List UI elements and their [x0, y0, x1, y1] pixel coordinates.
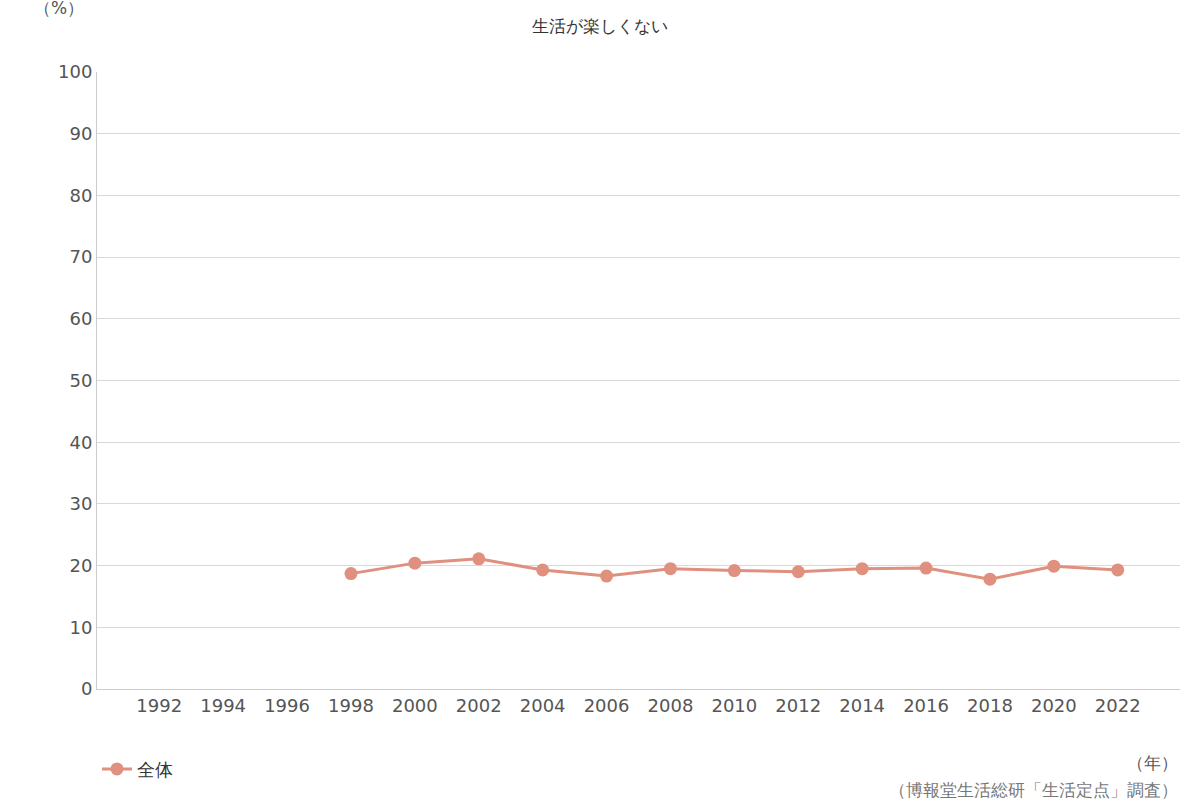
svg-text:2000: 2000	[392, 695, 438, 716]
svg-text:2016: 2016	[903, 695, 949, 716]
svg-text:生活が楽しくない: 生活が楽しくない	[532, 16, 668, 36]
svg-text:20: 20	[69, 555, 92, 576]
svg-text:2012: 2012	[775, 695, 821, 716]
svg-text:60: 60	[69, 308, 92, 329]
svg-text:0: 0	[81, 678, 92, 699]
svg-text:100: 100	[58, 61, 92, 82]
svg-text:（%）: （%）	[34, 0, 84, 18]
svg-text:90: 90	[69, 123, 92, 144]
svg-text:30: 30	[69, 493, 92, 514]
svg-text:（博報堂生活総研「生活定点」調査）: （博報堂生活総研「生活定点」調査）	[889, 780, 1178, 800]
svg-text:2002: 2002	[456, 695, 502, 716]
svg-text:1994: 1994	[200, 695, 246, 716]
svg-text:2022: 2022	[1095, 695, 1141, 716]
svg-text:40: 40	[69, 432, 92, 453]
svg-text:1996: 1996	[264, 695, 310, 716]
svg-text:（年）: （年）	[1127, 753, 1178, 773]
svg-text:1998: 1998	[328, 695, 374, 716]
svg-text:10: 10	[69, 617, 92, 638]
svg-text:50: 50	[69, 370, 92, 391]
svg-text:全体: 全体	[137, 759, 173, 780]
svg-text:2010: 2010	[711, 695, 757, 716]
svg-text:2014: 2014	[839, 695, 885, 716]
svg-text:80: 80	[69, 185, 92, 206]
svg-text:2008: 2008	[648, 695, 694, 716]
svg-text:2018: 2018	[967, 695, 1013, 716]
svg-text:1992: 1992	[136, 695, 182, 716]
svg-text:2020: 2020	[1031, 695, 1077, 716]
svg-text:2004: 2004	[520, 695, 566, 716]
svg-text:2006: 2006	[584, 695, 630, 716]
svg-text:70: 70	[69, 246, 92, 267]
